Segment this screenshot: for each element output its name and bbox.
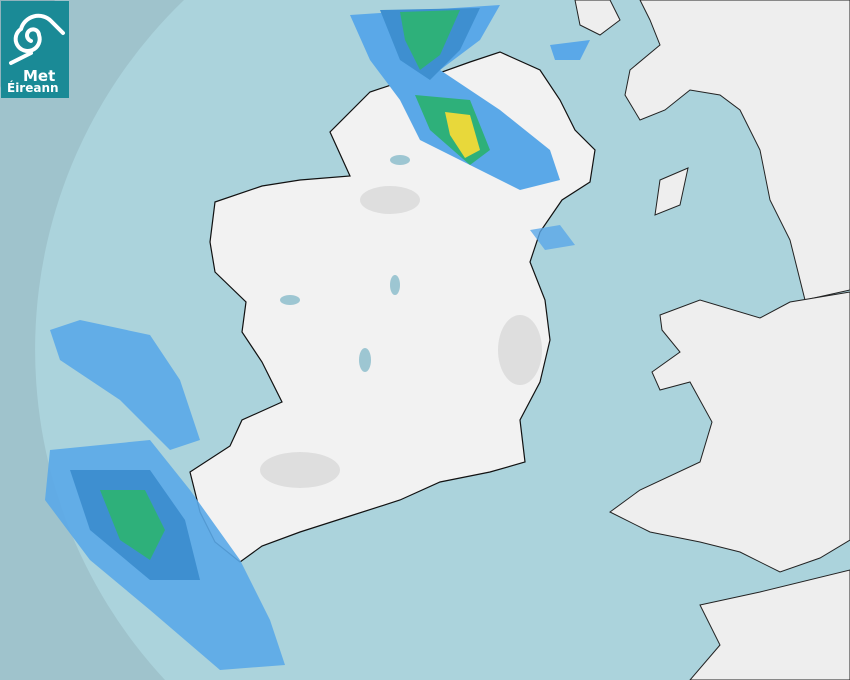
isle-of-man: [654, 167, 689, 216]
logo-text-met: Met: [23, 67, 56, 85]
wales: [609, 291, 850, 573]
rain-band-west: [50, 320, 200, 450]
logo-text-eireann: Éireann: [7, 81, 59, 95]
met-eireann-logo: Met Éireann: [1, 1, 69, 98]
terrain-shading: [260, 186, 542, 488]
cornwall: [689, 569, 850, 680]
rain-cell-scotland: [550, 40, 590, 60]
great-britain: [574, 0, 850, 680]
swirl-icon: [9, 13, 65, 65]
rain-very-heavy-north: [445, 112, 480, 158]
rain-heavy-southwest: [100, 490, 165, 560]
precipitation: [45, 5, 590, 670]
rain-heavy-north: [400, 10, 460, 70]
rain-cell-east: [530, 225, 575, 250]
